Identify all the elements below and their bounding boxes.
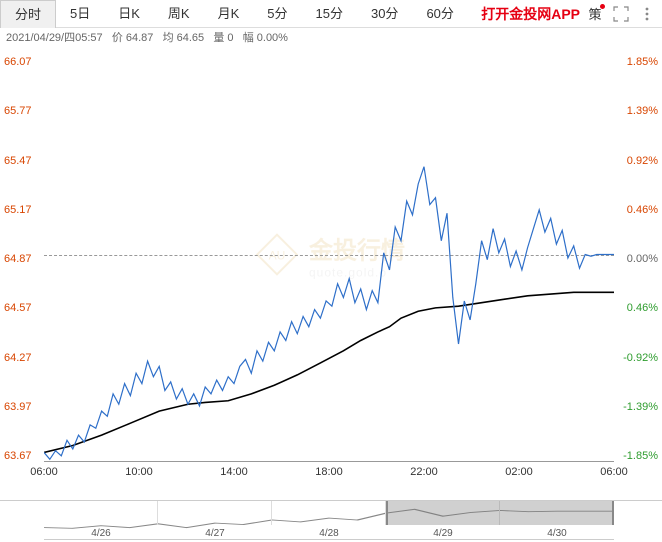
x-tick: 22:00 [410, 466, 438, 478]
info-avg-label: 均 [163, 32, 174, 44]
y-left-tick: 65.77 [4, 105, 44, 117]
avg-line [44, 292, 614, 452]
open-app-link[interactable]: 打开金投网APP [475, 4, 586, 24]
y-right-tick: 0.46% [614, 302, 658, 314]
tab-15min[interactable]: 15分 [302, 0, 357, 28]
x-tick: 18:00 [315, 466, 343, 478]
y-left-tick: 63.97 [4, 401, 44, 413]
fullscreen-icon[interactable] [612, 5, 630, 23]
more-icon[interactable] [638, 5, 656, 23]
y-right-tick: 0.00% [614, 253, 658, 265]
chart-area: 66.07 65.77 65.47 65.17 64.87 64.57 64.27 63.97… [0, 48, 662, 500]
x-tick: 14:00 [220, 466, 248, 478]
y-right-tick: -1.85% [614, 450, 658, 462]
tab-monthk[interactable]: 月K [204, 0, 254, 28]
tab-dayk[interactable]: 日K [104, 0, 154, 28]
tab-fenshi[interactable]: 分时 [0, 0, 56, 28]
y-left-tick: 63.67 [4, 450, 44, 462]
mini-overlay-handle[interactable] [386, 501, 614, 525]
notification-dot-icon [600, 4, 605, 9]
info-vol-label: 量 [213, 32, 224, 44]
x-axis: 06:0010:0014:0018:0022:0002:0006:00 [44, 466, 614, 480]
y-left-tick: 66.07 [4, 56, 44, 68]
price-line [44, 167, 614, 460]
mini-day [158, 501, 272, 525]
info-avg: 64.65 [177, 32, 205, 44]
info-vol: 0 [227, 32, 233, 44]
mini-day-label: 4/27 [158, 528, 272, 539]
plot-region[interactable]: AU 金投行情 quote.gold.o [44, 48, 614, 462]
tab-weekk[interactable]: 周K [154, 0, 204, 28]
y-axis-right: 1.85% 1.39% 0.92% 0.46% 0.00% 0.46% -0.92% -1.3… [614, 48, 658, 500]
strategy-button[interactable]: 策 [586, 5, 604, 23]
mini-day-label: 4/30 [500, 528, 614, 539]
y-right-tick: -0.92% [614, 352, 658, 364]
mini-day-label: 4/26 [44, 528, 158, 539]
tab-30min[interactable]: 30分 [357, 0, 412, 28]
info-amp: 0.00% [257, 32, 288, 44]
x-tick: 02:00 [505, 466, 533, 478]
mini-day-label: 4/29 [386, 528, 500, 539]
y-right-tick: 1.39% [614, 105, 658, 117]
mini-plot[interactable]: 4/264/274/284/294/30 [44, 501, 614, 540]
chart-svg [44, 48, 614, 461]
mini-day-label: 4/28 [272, 528, 386, 539]
y-left-tick: 64.87 [4, 253, 44, 265]
tab-5day[interactable]: 5日 [56, 0, 104, 28]
mini-day [44, 501, 158, 525]
tab-5min[interactable]: 5分 [253, 0, 301, 28]
mini-day [272, 501, 386, 525]
y-right-tick: 1.85% [614, 56, 658, 68]
y-right-tick: 0.92% [614, 155, 658, 167]
mini-nav: 4/264/274/284/294/30 [0, 500, 662, 540]
info-bar: 2021/04/29/四05:57 价 64.87 均 64.65 量 0 幅 … [0, 28, 662, 48]
y-axis-left: 66.07 65.77 65.47 65.17 64.87 64.57 64.27 63.97… [4, 48, 44, 500]
tab-60min[interactable]: 60分 [412, 0, 467, 28]
y-left-tick: 64.57 [4, 302, 44, 314]
info-datetime: 2021/04/29/四05:57 [6, 32, 103, 44]
tab-bar: 分时 5日 日K 周K 月K 5分 15分 30分 60分 打开金投网APP 策 [0, 0, 662, 28]
info-amp-label: 幅 [243, 32, 254, 44]
x-tick: 06:00 [30, 466, 58, 478]
info-price-label: 价 [112, 32, 123, 44]
x-tick: 10:00 [125, 466, 153, 478]
app-root: 分时 5日 日K 周K 月K 5分 15分 30分 60分 打开金投网APP 策… [0, 0, 662, 542]
y-left-tick: 65.17 [4, 204, 44, 216]
y-right-tick: -1.39% [614, 401, 658, 413]
info-price: 64.87 [126, 32, 154, 44]
y-left-tick: 65.47 [4, 155, 44, 167]
x-tick: 06:00 [600, 466, 628, 478]
y-right-tick: 0.46% [614, 204, 658, 216]
top-icons: 策 [586, 5, 662, 23]
y-left-tick: 64.27 [4, 352, 44, 364]
